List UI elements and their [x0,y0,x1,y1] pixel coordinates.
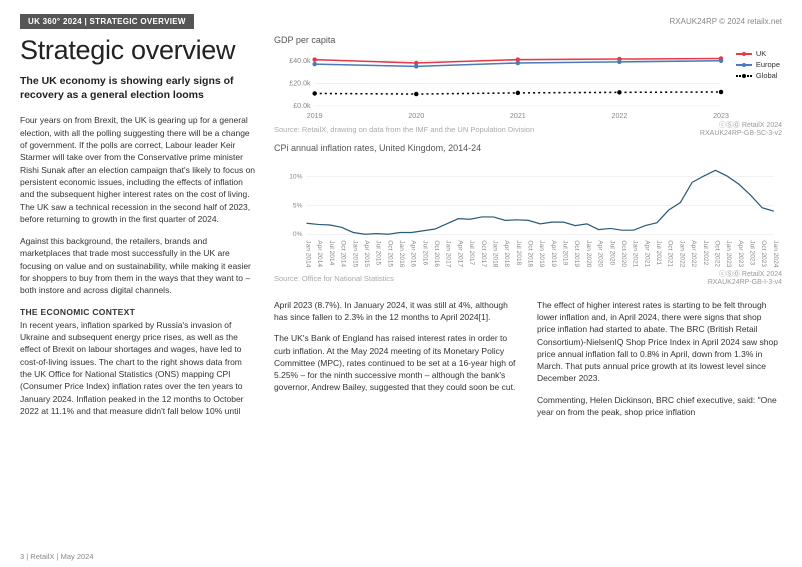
cpi-chart-title: CPi annual inflation rates, United Kingd… [274,143,782,153]
page-subtitle: The UK economy is showing early signs of… [20,74,256,102]
svg-text:£40.0k: £40.0k [289,57,311,65]
svg-text:Oct 2020: Oct 2020 [620,241,627,268]
bottom-c2-p1: The effect of higher interest rates is s… [537,299,782,385]
legend-europe-label: Europe [756,60,780,69]
svg-text:Jul 2021: Jul 2021 [655,241,662,266]
svg-text:Jan 2016: Jan 2016 [398,241,405,268]
svg-text:Jul 2019: Jul 2019 [562,241,569,266]
svg-text:10%: 10% [289,174,302,181]
svg-text:Jul 2020: Jul 2020 [608,241,615,266]
svg-text:Jul 2023: Jul 2023 [748,241,755,266]
svg-text:Apr 2017: Apr 2017 [456,241,463,268]
svg-text:Jan 2018: Jan 2018 [491,241,498,268]
intro-para-2: Against this background, the retailers, … [20,235,256,297]
svg-text:Oct 2018: Oct 2018 [527,241,534,268]
svg-text:Jan 2023: Jan 2023 [725,241,732,268]
intro-para-1: Four years on from Brexit, the UK is gea… [20,114,256,225]
svg-text:Apr 2023: Apr 2023 [737,241,744,268]
svg-text:2020: 2020 [408,112,424,120]
svg-text:Jul 2014: Jul 2014 [328,241,335,266]
page-title: Strategic overview [20,35,256,66]
gdp-legend: UK Europe Global [736,49,780,80]
legend-uk: UK [736,49,780,58]
svg-text:£0.0k: £0.0k [293,102,311,110]
gdp-chart-source: Source: RetailX, drawing on data from th… [274,125,534,134]
bottom-columns: April 2023 (8.7%). In January 2024, it w… [274,299,782,428]
svg-text:Oct 2016: Oct 2016 [433,241,440,268]
bottom-col-2: The effect of higher interest rates is s… [537,299,782,428]
svg-text:5%: 5% [293,203,303,210]
svg-text:Jan 2020: Jan 2020 [585,241,592,268]
svg-text:Oct 2022: Oct 2022 [713,241,720,268]
legend-global-label: Global [756,71,778,80]
svg-text:Jan 2014: Jan 2014 [305,241,312,268]
svg-text:2023: 2023 [713,112,729,120]
cpi-chart: 0% 5% 10% Jan 2014 Apr 2014 Jul 2014 Oct 2014 J… [274,157,782,269]
svg-text:Apr 2019: Apr 2019 [550,241,557,268]
header-copyright: RXAUK24RP © 2024 retailx.net [670,17,782,26]
svg-text:Oct 2017: Oct 2017 [480,241,487,268]
svg-text:Jan 2022: Jan 2022 [678,241,685,268]
gdp-chart: £0.0k £20.0k £40.0k 2019 2020 2021 2022 2023 [274,49,782,120]
breadcrumb: UK 360° 2024 | STRATEGIC OVERVIEW [20,14,194,29]
svg-text:Oct 2014: Oct 2014 [340,241,347,268]
svg-text:Apr 2015: Apr 2015 [363,241,370,268]
svg-text:Jan 2019: Jan 2019 [538,241,545,268]
legend-uk-label: UK [756,49,766,58]
legend-europe: Europe [736,60,780,69]
svg-text:Apr 2022: Apr 2022 [690,241,697,268]
svg-text:0%: 0% [293,232,303,239]
gdp-chart-title: GDP per capita [274,35,782,45]
svg-text:2021: 2021 [510,112,526,120]
svg-text:£20.0k: £20.0k [289,79,311,87]
cpi-chart-block: CPi annual inflation rates, United Kingd… [274,143,782,286]
svg-text:Apr 2016: Apr 2016 [410,241,417,268]
page-footer: 3 | RetailX | May 2024 [20,552,94,561]
svg-text:Jul 2018: Jul 2018 [515,241,522,266]
svg-text:Apr 2020: Apr 2020 [597,241,604,268]
svg-text:Apr 2014: Apr 2014 [316,241,323,268]
bottom-c2-p2: Commenting, Helen Dickinson, BRC chief e… [537,394,782,419]
legend-global: Global [736,71,780,80]
bottom-c1-p2: The UK's Bank of England has raised inte… [274,332,519,394]
bottom-c1-p1: April 2023 (8.7%). In January 2024, it w… [274,299,519,324]
gdp-chart-block: GDP per capita £0.0k £20.0k £40.0k 2019 2020… [274,35,782,137]
cpi-chart-attrib: ⓒⓈⓄ RetailX 2024 RXAUK24RP-GB-I-3-v4 [708,271,782,286]
svg-text:Jan 2015: Jan 2015 [351,241,358,268]
svg-text:Oct 2019: Oct 2019 [573,241,580,268]
svg-text:Apr 2021: Apr 2021 [643,241,650,268]
svg-text:Jul 2016: Jul 2016 [421,241,428,266]
section-heading: THE ECONOMIC CONTEXT [20,307,256,317]
gdp-chart-attrib: ⓒⓈⓄ RetailX 2024 RXAUK24RP-GB-SC-3-v2 [700,122,782,137]
bottom-col-1: April 2023 (8.7%). In January 2024, it w… [274,299,519,428]
svg-text:Jul 2017: Jul 2017 [468,241,475,266]
svg-text:2019: 2019 [307,112,323,120]
svg-text:Oct 2023: Oct 2023 [760,241,767,268]
svg-text:Jan 2024: Jan 2024 [772,241,779,268]
svg-text:Apr 2018: Apr 2018 [503,241,510,268]
svg-text:Oct 2015: Oct 2015 [386,241,393,268]
svg-text:Jul 2022: Jul 2022 [702,241,709,266]
svg-text:2022: 2022 [612,112,628,120]
svg-text:Jul 2015: Jul 2015 [375,241,382,266]
svg-text:Jan 2017: Jan 2017 [445,241,452,268]
svg-text:Jan 2021: Jan 2021 [632,241,639,268]
svg-text:Oct 2021: Oct 2021 [667,241,674,268]
cpi-chart-source: Source: Office for National Statistics [274,274,394,283]
section-para: In recent years, inflation sparked by Ru… [20,319,256,418]
